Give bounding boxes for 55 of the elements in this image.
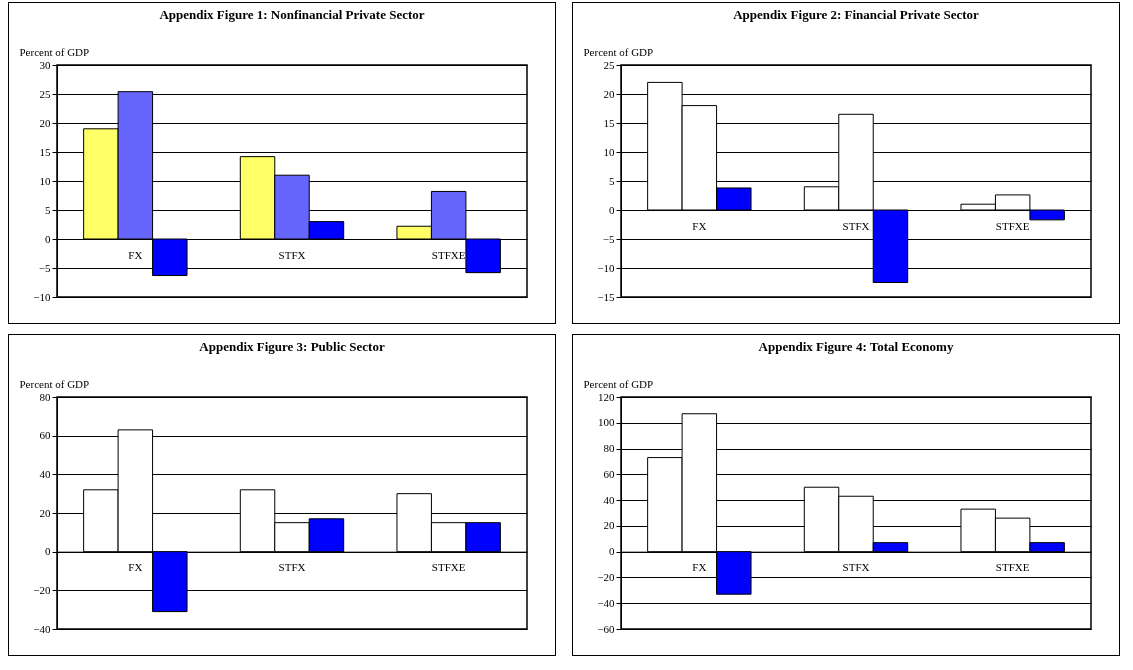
x-tick-label: FX xyxy=(128,248,143,261)
y-tick-label: 25 xyxy=(603,58,615,71)
y-tick-label: −10 xyxy=(597,261,615,274)
x-tick-label: STFXE xyxy=(431,248,466,261)
y-tick-label: 120 xyxy=(598,390,615,403)
y-tick-label: −15 xyxy=(597,290,615,303)
chart-title: Appendix Figure 3: Public Sector xyxy=(199,339,385,354)
chart-title: Appendix Figure 1: Nonfinancial Private Sector xyxy=(159,7,425,22)
x-tick-label: STFX xyxy=(278,561,306,574)
y-tick-label: 80 xyxy=(39,390,51,403)
x-tick-label: STFXE xyxy=(995,219,1030,232)
x-tick-label: STFX xyxy=(842,561,870,574)
y-tick-label: 5 xyxy=(609,174,615,187)
y-tick-label: −40 xyxy=(33,622,51,635)
x-tick-label: STFX xyxy=(842,219,870,232)
y-tick-label: 15 xyxy=(603,116,615,129)
y-axis-title: Percent of GDP xyxy=(19,377,90,390)
y-tick-label: 15 xyxy=(39,145,51,158)
y-tick-label: 25 xyxy=(39,87,51,100)
y-tick-label: 10 xyxy=(39,174,51,187)
chart-title: Appendix Figure 4: Total Economy xyxy=(758,339,954,354)
x-tick-label: STFXE xyxy=(431,561,466,574)
x-tick-label: FX xyxy=(128,561,143,574)
y-axis-title: Percent of GDP xyxy=(583,45,654,58)
y-tick-label: 5 xyxy=(45,203,51,216)
y-tick-label: 0 xyxy=(45,232,51,245)
y-tick-label: −40 xyxy=(597,596,615,609)
y-tick-label: −20 xyxy=(33,583,51,596)
y-axis-title: Percent of GDP xyxy=(583,377,654,390)
y-tick-label: −20 xyxy=(597,570,615,583)
y-tick-label: 20 xyxy=(39,116,51,129)
chart-title: Appendix Figure 2: Financial Private Sector xyxy=(733,7,980,22)
y-tick-label: 20 xyxy=(39,506,51,519)
y-tick-label: 40 xyxy=(603,493,615,506)
y-tick-label: −10 xyxy=(33,290,51,303)
y-tick-label: 60 xyxy=(39,429,51,442)
y-tick-label: 0 xyxy=(609,203,615,216)
y-tick-label: 20 xyxy=(603,519,615,532)
y-tick-label: 100 xyxy=(598,416,615,429)
y-tick-label: 10 xyxy=(603,145,615,158)
y-axis-title: Percent of GDP xyxy=(19,45,90,58)
y-tick-label: 20 xyxy=(603,87,615,100)
y-tick-label: −5 xyxy=(602,232,615,245)
y-tick-label: 80 xyxy=(603,442,615,455)
y-tick-label: 60 xyxy=(603,467,615,480)
y-tick-label: 30 xyxy=(39,58,51,71)
x-tick-label: FX xyxy=(692,561,707,574)
y-tick-label: 40 xyxy=(39,467,51,480)
y-tick-label: −60 xyxy=(597,622,615,635)
x-tick-label: FX xyxy=(692,219,707,232)
x-tick-label: STFXE xyxy=(995,561,1030,574)
y-tick-label: −5 xyxy=(38,261,51,274)
y-tick-label: 0 xyxy=(609,545,615,558)
x-tick-label: STFX xyxy=(278,248,306,261)
y-tick-label: 0 xyxy=(45,545,51,558)
